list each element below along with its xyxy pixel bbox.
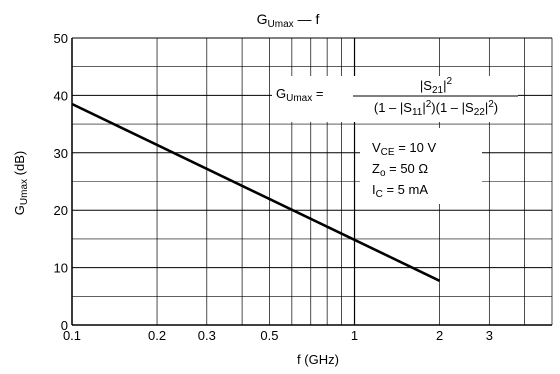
y-tick-label: 40 [54,88,68,103]
y-tick-label: 20 [54,203,68,218]
x-tick-label: 0.5 [260,328,278,343]
x-tick-label: 1 [351,328,358,343]
condition-zo: Zo = 50 Ω [372,161,428,179]
y-axis-label: GUmax (dB) [12,151,30,215]
chart-title: GUmax — f [257,11,320,30]
grid [71,37,553,326]
formula-denominator: (1 – |S11|2)(1 – |S22|2) [374,99,498,118]
condition-ic: IC = 5 mA [372,182,428,200]
condition-vce: VCE = 10 V [372,140,436,158]
y-tick-label: 50 [54,31,68,46]
x-tick-label: 2 [436,328,443,343]
series [71,102,441,282]
formula-lhs: GUmax = [276,86,323,104]
y-tick-label: 10 [54,261,68,276]
y-tick-label: 30 [54,146,68,161]
x-axis-label: f (GHz) [297,352,339,367]
conditions-annotation: VCE = 10 V Zo = 50 Ω IC = 5 mA [360,128,482,204]
series-line [71,102,441,282]
formula-numerator: |S21|2 [420,76,453,96]
x-tick-label: 0.2 [148,328,166,343]
x-tick-label: 0.1 [63,328,81,343]
formula-annotation: GUmax = |S21|2 (1 – |S11|2)(1 – |S22|2) [272,76,518,122]
y-tick-label: 0 [61,318,68,333]
x-tick-label: 3 [486,328,493,343]
x-tick-label: 0.3 [198,328,216,343]
